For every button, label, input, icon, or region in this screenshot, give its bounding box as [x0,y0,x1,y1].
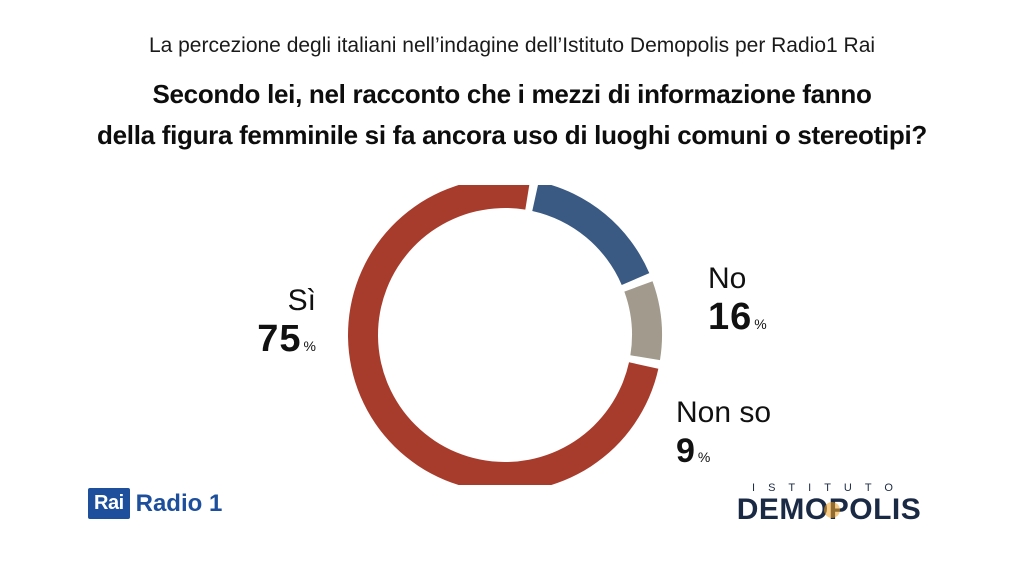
donut-chart [348,185,662,485]
label-no-unit: % [754,316,767,332]
demopolis-logo-top: ISTITUTO [752,482,906,494]
rai-radio1-logo: Rai Radio 1 [88,488,222,519]
demopolis-logo-dot [824,502,840,518]
label-no-name: No [708,262,747,295]
question-line-2: della figura femminile si fa ancora uso … [97,120,927,150]
label-nonso-value: 9 [676,432,696,470]
radio1-logo-text: Radio 1 [135,489,223,517]
label-no: No 16% [708,262,767,338]
label-nonso: Non so 9% [676,396,771,472]
demopolis-logo-main: DEMOPOLIS [716,494,942,526]
donut-slice-non-so [624,281,662,361]
label-no-value: 16 [708,296,753,338]
label-si: Sì 75% [230,284,316,360]
question-line-1: Secondo lei, nel racconto che i mezzi di… [152,79,872,109]
label-nonso-unit: % [697,449,711,465]
label-si-value: 75 [257,318,302,360]
donut-slice-no [532,185,650,285]
label-nonso-name: Non so [676,396,772,429]
label-si-name: Sì [287,284,316,317]
label-si-unit: % [303,338,316,354]
survey-question: Secondo lei, nel racconto che i mezzi di… [0,74,1024,156]
survey-subtitle: La percezione degli italiani nell’indagi… [148,34,876,57]
demopolis-logo: ISTITUTO DEMOPOLIS [716,482,942,526]
rai-logo-box: Rai [88,488,130,519]
